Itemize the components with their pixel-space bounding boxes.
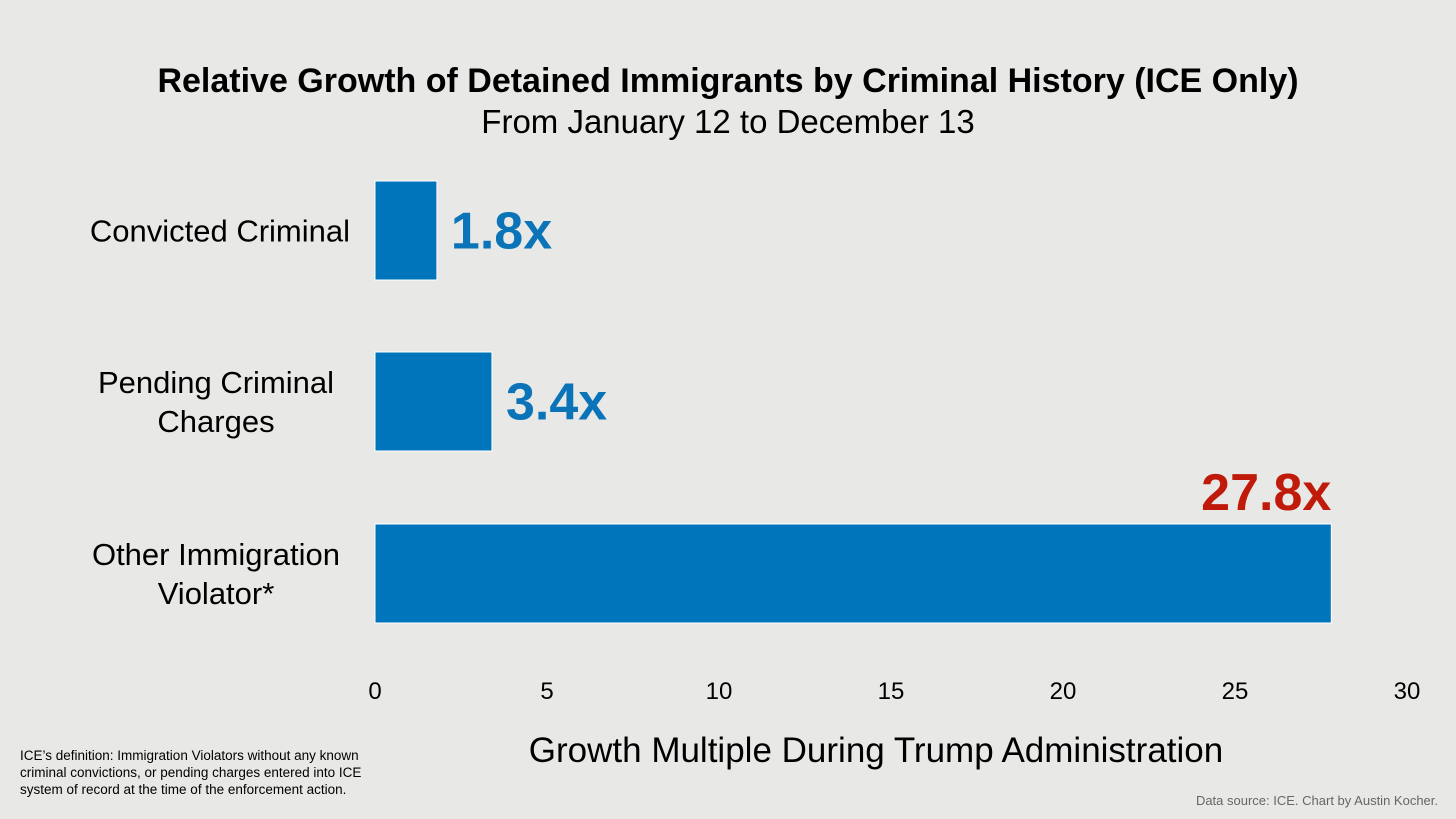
category-label: Charges xyxy=(157,404,274,439)
bar xyxy=(374,351,493,452)
chart-title: Relative Growth of Detained Immigrants b… xyxy=(157,62,1298,100)
x-tick-label: 5 xyxy=(540,678,553,705)
footnote-line: ICE’s definition: Immigration Violators … xyxy=(20,748,359,763)
category-label: Convicted Criminal xyxy=(90,214,350,249)
data-label: 3.4x xyxy=(506,374,607,432)
chart-subtitle: From January 12 to December 13 xyxy=(481,103,974,140)
footnote: ICE’s definition: Immigration Violators … xyxy=(20,748,361,797)
x-tick-label: 0 xyxy=(368,678,381,705)
x-tick-label: 15 xyxy=(878,678,905,705)
x-axis-label: Growth Multiple During Trump Administrat… xyxy=(529,731,1223,770)
category-label: Pending Criminal xyxy=(98,365,334,400)
data-label: 1.8x xyxy=(451,203,552,261)
category-label: Violator* xyxy=(158,576,275,611)
footnote-line: criminal convictions, or pending charges… xyxy=(20,765,361,780)
x-tick-label: 10 xyxy=(706,678,733,705)
category-label: Other Immigration xyxy=(92,537,340,572)
bar xyxy=(374,180,438,281)
x-tick-label: 25 xyxy=(1222,678,1249,705)
footnote-line: system of record at the time of the enfo… xyxy=(20,782,346,797)
x-tick-label: 30 xyxy=(1394,678,1421,705)
data-label: 27.8x xyxy=(1201,464,1331,522)
x-tick-label: 20 xyxy=(1050,678,1077,705)
data-source: Data source: ICE. Chart by Austin Kocher… xyxy=(1196,793,1438,808)
bar xyxy=(374,523,1332,624)
